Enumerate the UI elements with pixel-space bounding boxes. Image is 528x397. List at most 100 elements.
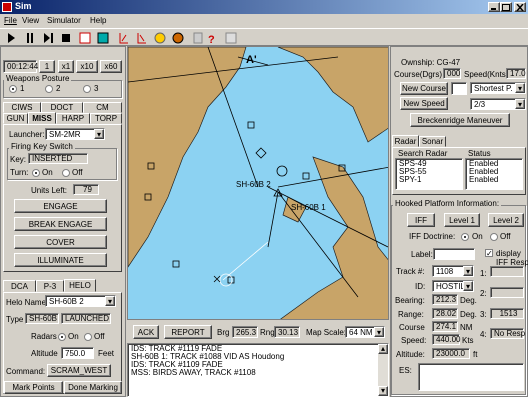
radar-list[interactable]: SPS-49 SPS-55 SPY-1 xyxy=(395,158,463,190)
tab[interactable]: TORP xyxy=(90,113,122,124)
command-button[interactable]: SCRAM_WEST xyxy=(47,364,111,377)
unit-label: Deg. xyxy=(460,310,477,319)
ack-button[interactable]: ACK xyxy=(133,325,159,339)
speed-button[interactable]: x60 xyxy=(100,60,122,73)
speed-button[interactable]: x10 xyxy=(76,60,98,73)
radio-label: Off xyxy=(94,332,105,341)
tactical-map[interactable]: A' SH-60B 2 SH-60B 1 xyxy=(127,46,389,320)
dropdown-arrow[interactable]: ▾ xyxy=(94,129,104,139)
rate-button[interactable]: 1 xyxy=(39,60,55,73)
mark-points-button[interactable]: Mark Points xyxy=(4,381,63,394)
menu-item[interactable]: Help xyxy=(90,16,107,25)
minimize-button[interactable] xyxy=(488,2,500,12)
course-input[interactable] xyxy=(451,82,467,95)
illuminate-button[interactable]: ILLUMINATE xyxy=(14,253,107,267)
done-marking-button[interactable]: Done Marking xyxy=(64,381,122,394)
report-button[interactable]: REPORT xyxy=(164,325,212,339)
list-item: Enabled xyxy=(469,159,499,168)
close-button[interactable] xyxy=(514,2,526,12)
field-label: Type xyxy=(6,315,24,324)
resp-2 xyxy=(490,287,524,298)
dropdown-arrow[interactable]: ▾ xyxy=(515,83,525,93)
field-label: Track #: xyxy=(396,267,425,276)
dropdown-arrow[interactable]: ▾ xyxy=(515,99,525,109)
menu-item[interactable]: Simulator xyxy=(47,16,81,25)
tab[interactable]: Sonar xyxy=(419,136,446,147)
break-engage-button[interactable]: BREAK ENGAGE xyxy=(14,217,107,231)
dropdown-arrow[interactable]: ▾ xyxy=(105,296,115,306)
tab-active[interactable]: Radar xyxy=(392,135,419,147)
tab[interactable]: DCA xyxy=(3,280,36,292)
radio[interactable] xyxy=(62,169,70,177)
display-checkbox[interactable]: ✓ xyxy=(485,249,493,258)
dropdown-arrow[interactable]: ▾ xyxy=(463,281,473,291)
scrollbar[interactable]: ▴ ▾ xyxy=(378,344,388,396)
field-label: Label: xyxy=(411,250,433,259)
menu-item[interactable]: View xyxy=(22,16,40,25)
list-item[interactable]: SPS-55 xyxy=(399,167,427,176)
svg-text:?: ? xyxy=(208,34,215,46)
id-select[interactable]: HOSTILE ▾ xyxy=(432,280,474,292)
iff-button[interactable]: IFF xyxy=(407,213,435,227)
field-label: Turn: xyxy=(10,168,29,177)
helo-select[interactable]: SH-60B 2 ▾ xyxy=(45,295,116,307)
launcher-select[interactable]: SM-2MR ▾ xyxy=(45,128,105,140)
toolbar-icons[interactable]: ? xyxy=(0,29,260,47)
radio[interactable] xyxy=(32,169,40,177)
list-item[interactable]: SPY-1 xyxy=(399,175,422,184)
radio[interactable] xyxy=(490,233,498,241)
tab[interactable]: P-3 xyxy=(36,280,64,292)
radio[interactable] xyxy=(58,333,66,341)
menu-item[interactable]: File xyxy=(4,16,17,25)
checkbox-label: display xyxy=(496,249,521,258)
course: 274.1 xyxy=(432,321,458,332)
log-line: MSS: BIRDS AWAY, TRACK #1108 xyxy=(131,368,256,377)
dropdown-arrow[interactable]: ▾ xyxy=(463,266,473,276)
tab[interactable]: CIWS xyxy=(3,102,41,113)
group-title: Firing Key Switch xyxy=(9,142,75,151)
helo-type: SH-60B xyxy=(25,313,59,324)
level2-button[interactable]: Level 2 xyxy=(488,213,524,227)
radio[interactable] xyxy=(45,85,53,93)
radio[interactable] xyxy=(83,85,91,93)
radio[interactable] xyxy=(9,85,17,93)
path-select[interactable]: Shortest P. ▾ xyxy=(470,82,526,94)
track-select[interactable]: 1108 ▾ xyxy=(432,265,474,277)
select-value: SM-2MR xyxy=(49,129,81,139)
tab[interactable]: GUN xyxy=(3,113,28,124)
new-course-button[interactable]: New Course xyxy=(400,82,448,95)
maximize-button[interactable] xyxy=(500,2,512,12)
radio[interactable] xyxy=(84,333,92,341)
range: 28.02 xyxy=(432,308,458,319)
speed-select[interactable]: 2/3 ▾ xyxy=(470,98,526,110)
field-label: 3: xyxy=(480,310,487,319)
ownship: Ownship: CG-47 xyxy=(401,58,461,67)
field-label: IFF Doctrine: xyxy=(409,232,456,241)
list-item[interactable]: SPS-49 xyxy=(399,159,427,168)
tab[interactable]: DOCT xyxy=(41,102,83,113)
field-label: Altitude: xyxy=(396,350,425,359)
radio[interactable] xyxy=(461,233,469,241)
new-speed-button[interactable]: New Speed xyxy=(400,97,448,110)
tab[interactable]: CM xyxy=(83,102,122,113)
tab-active[interactable]: HELO xyxy=(64,279,96,292)
map-scale-select[interactable]: 64 NM ▾ xyxy=(345,326,385,338)
engage-button[interactable]: ENGAGE xyxy=(14,199,107,213)
maneuver-button[interactable]: Breckenridge Maneuver xyxy=(410,113,510,127)
cover-button[interactable]: COVER xyxy=(14,235,107,249)
level1-button[interactable]: Level 1 xyxy=(444,213,480,227)
speed-button[interactable]: x1 xyxy=(58,60,74,73)
dropdown-arrow[interactable]: ▾ xyxy=(374,327,384,337)
field-label: 2: xyxy=(480,289,487,298)
tab-active[interactable]: MISS xyxy=(28,112,56,124)
select-value: SH-60B 2 xyxy=(49,296,84,306)
altitude-input[interactable]: 750.0 xyxy=(61,347,94,359)
label-input[interactable] xyxy=(433,248,475,260)
tab[interactable]: HARP xyxy=(56,113,90,124)
field-label: Range: xyxy=(398,310,424,319)
map-label: SH-60B 2 xyxy=(236,180,271,189)
unit-label: NM xyxy=(460,323,473,332)
radio-label: Off xyxy=(500,232,511,241)
speed: 440.00 xyxy=(432,334,460,345)
unit-label: Feet xyxy=(98,349,115,358)
